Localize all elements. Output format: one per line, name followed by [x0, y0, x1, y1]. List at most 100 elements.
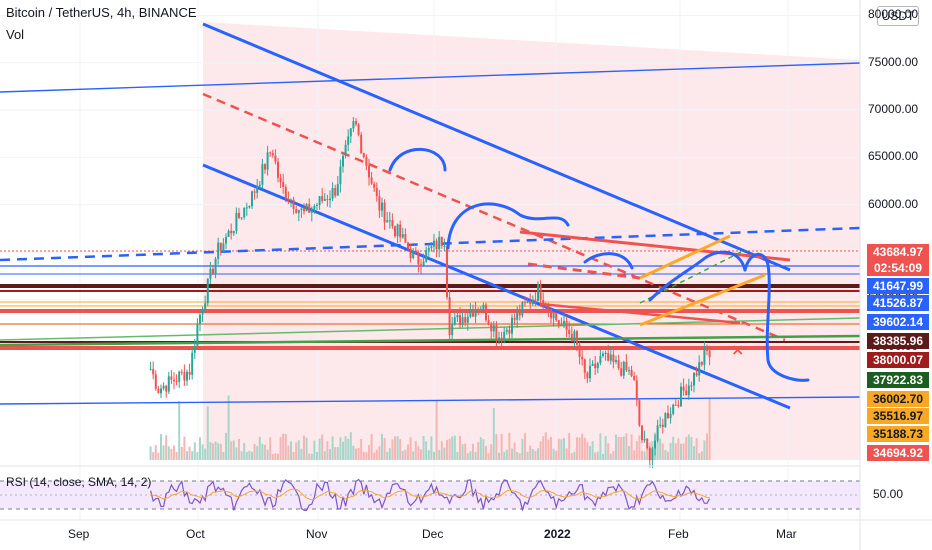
- candle-body: [323, 199, 326, 201]
- volume-bar: [206, 406, 209, 460]
- candle-body: [477, 309, 480, 311]
- candle-body: [206, 278, 209, 304]
- volume-bar: [497, 452, 500, 460]
- volume-bar: [419, 449, 422, 460]
- candle-body: [568, 329, 571, 334]
- volume-bar: [596, 451, 599, 460]
- volume-bar: [232, 440, 235, 460]
- candle-body: [214, 258, 217, 274]
- volume-bar: [661, 443, 664, 460]
- volume-bar: [211, 443, 214, 460]
- volume-bar: [536, 448, 539, 460]
- candle-body: [669, 413, 672, 419]
- volume-label: Vol: [6, 27, 25, 42]
- candle-body: [591, 363, 594, 366]
- candle-body: [451, 324, 454, 336]
- projection-drawings: [388, 147, 810, 382]
- volume-bar: [354, 448, 357, 460]
- rsi-line: [150, 478, 711, 512]
- candle-body: [292, 199, 295, 210]
- price-tag: 41647.99: [867, 278, 929, 294]
- volume-bar: [703, 440, 706, 460]
- volume-bar: [666, 451, 669, 460]
- volume-bar: [607, 443, 610, 460]
- volume-bars: [149, 395, 711, 460]
- candle-body: [388, 220, 391, 222]
- candle-body: [219, 242, 222, 252]
- volume-bar: [352, 445, 355, 460]
- candle-body: [193, 345, 196, 353]
- candle-body: [495, 325, 498, 339]
- volume-bar: [404, 449, 407, 460]
- candle-body: [614, 360, 617, 362]
- drawn-arc-4: [648, 250, 747, 302]
- candle-body: [482, 304, 485, 309]
- volume-bar: [529, 445, 532, 460]
- volume-bar: [591, 441, 594, 460]
- volume-bar: [159, 434, 162, 460]
- price-tag: 41526.87: [867, 295, 929, 311]
- price-tag: 35188.73: [867, 426, 929, 442]
- volume-bar: [630, 434, 633, 460]
- volume-bar: [427, 450, 430, 460]
- candle-body: [245, 207, 248, 209]
- volume-bar: [308, 453, 311, 460]
- candle-body: [627, 370, 630, 372]
- candle-body: [412, 250, 415, 259]
- candle-body: [313, 205, 316, 209]
- volume-bar: [401, 451, 404, 460]
- volume-bar: [196, 452, 199, 460]
- candle-body: [318, 196, 321, 205]
- volume-bar: [373, 452, 376, 460]
- volume-bar: [178, 401, 181, 460]
- volume-bar: [425, 441, 428, 460]
- candle-body: [581, 356, 584, 360]
- candle-body: [487, 320, 490, 325]
- volume-bar: [599, 433, 602, 460]
- candle-body: [682, 386, 685, 391]
- volume-bar: [682, 443, 685, 460]
- drawn-projection-drop: [743, 252, 810, 382]
- candle-body: [295, 209, 298, 213]
- candle-body: [692, 372, 695, 386]
- candle-body: [157, 388, 160, 394]
- volume-bar: [669, 443, 672, 460]
- candle-body: [430, 246, 433, 249]
- volume-bar: [339, 437, 342, 460]
- candle-body: [708, 350, 711, 358]
- volume-bar: [172, 445, 175, 460]
- volume-bar: [445, 439, 448, 460]
- candle-body: [344, 144, 347, 156]
- volume-bar: [625, 433, 628, 460]
- candle-body: [445, 245, 448, 298]
- volume-bar: [349, 432, 352, 460]
- volume-bar: [458, 435, 461, 460]
- volume-bar: [284, 434, 287, 460]
- volume-bar: [393, 436, 396, 460]
- volume-bar: [266, 449, 269, 460]
- volume-bar: [503, 451, 506, 460]
- candle-body: [178, 371, 181, 382]
- candle-body: [300, 208, 303, 210]
- candle-body: [630, 370, 633, 376]
- price-tag: 43684.97: [867, 244, 929, 260]
- drawn-arc-1: [388, 147, 447, 172]
- volume-bar: [492, 407, 495, 460]
- volume-bar: [250, 451, 253, 460]
- candle-body: [557, 320, 560, 326]
- candle-body: [159, 388, 162, 394]
- volume-bar: [477, 442, 480, 460]
- volume-bar: [378, 446, 381, 460]
- candle-body: [635, 380, 638, 401]
- volume-bar: [544, 432, 547, 460]
- candle-body: [438, 236, 441, 250]
- candle-body: [588, 365, 591, 379]
- volume-bar: [388, 448, 391, 460]
- price-tag: 38385.96: [867, 333, 929, 349]
- candle-body: [367, 165, 370, 178]
- candle-body: [599, 356, 602, 364]
- volume-bar: [469, 451, 472, 460]
- currency-button[interactable]: USDT: [877, 6, 919, 26]
- drawn-arc-3: [583, 252, 634, 270]
